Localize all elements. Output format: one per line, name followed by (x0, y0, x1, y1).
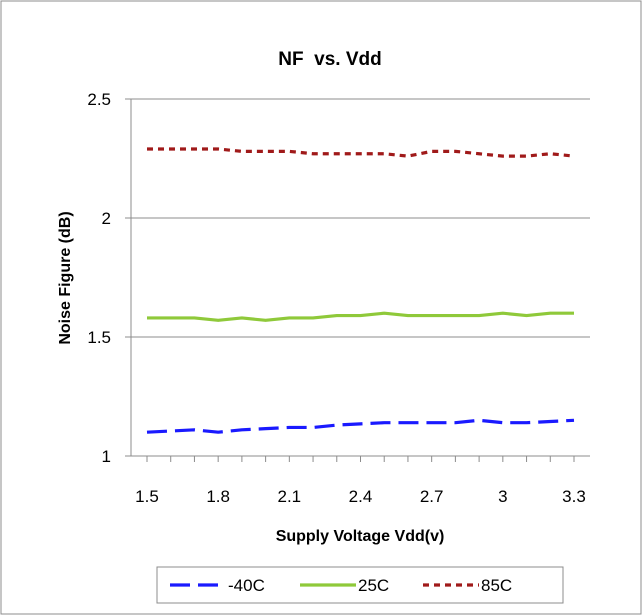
legend-entries: -40C 25C 85C (170, 576, 512, 595)
y-tick-label: 1.5 (87, 328, 111, 347)
legend-label-85C: 85C (481, 576, 512, 595)
series-line-25C (147, 311, 574, 322)
x-axis-label: Supply Voltage Vdd(v) (276, 528, 445, 545)
x-tick-label: 2.1 (278, 487, 302, 506)
gridlines (125, 98, 590, 462)
x-tick-label: 3.3 (562, 487, 586, 506)
x-tick-label: 1.8 (206, 487, 230, 506)
series-line-85C (147, 147, 575, 158)
y-axis-label: Noise Figure (dB) (57, 211, 74, 344)
legend-label--40C: -40C (228, 576, 265, 595)
legend-box (156, 566, 564, 604)
chart-title: NF vs. Vdd (278, 49, 381, 70)
x-tick-label: 1.5 (135, 487, 159, 506)
x-tick-label: 3 (498, 487, 507, 506)
y-tick-labels: 1 1.5 2 2.5 (87, 90, 111, 466)
x-tick-label: 2.4 (349, 487, 373, 506)
legend-label-25C: 25C (358, 576, 389, 595)
y-tick-label: 1 (102, 447, 111, 466)
x-tick-label: 2.7 (420, 487, 444, 506)
series-lines (146, 147, 575, 434)
y-tick-label: 2.5 (87, 90, 111, 109)
y-tick-label: 2 (102, 209, 111, 228)
legend: -40C 25C 85C (156, 566, 564, 604)
series-line--40C (146, 418, 575, 434)
x-tick-labels: 1.5 1.8 2.1 2.4 2.7 3 3.3 (135, 487, 586, 506)
